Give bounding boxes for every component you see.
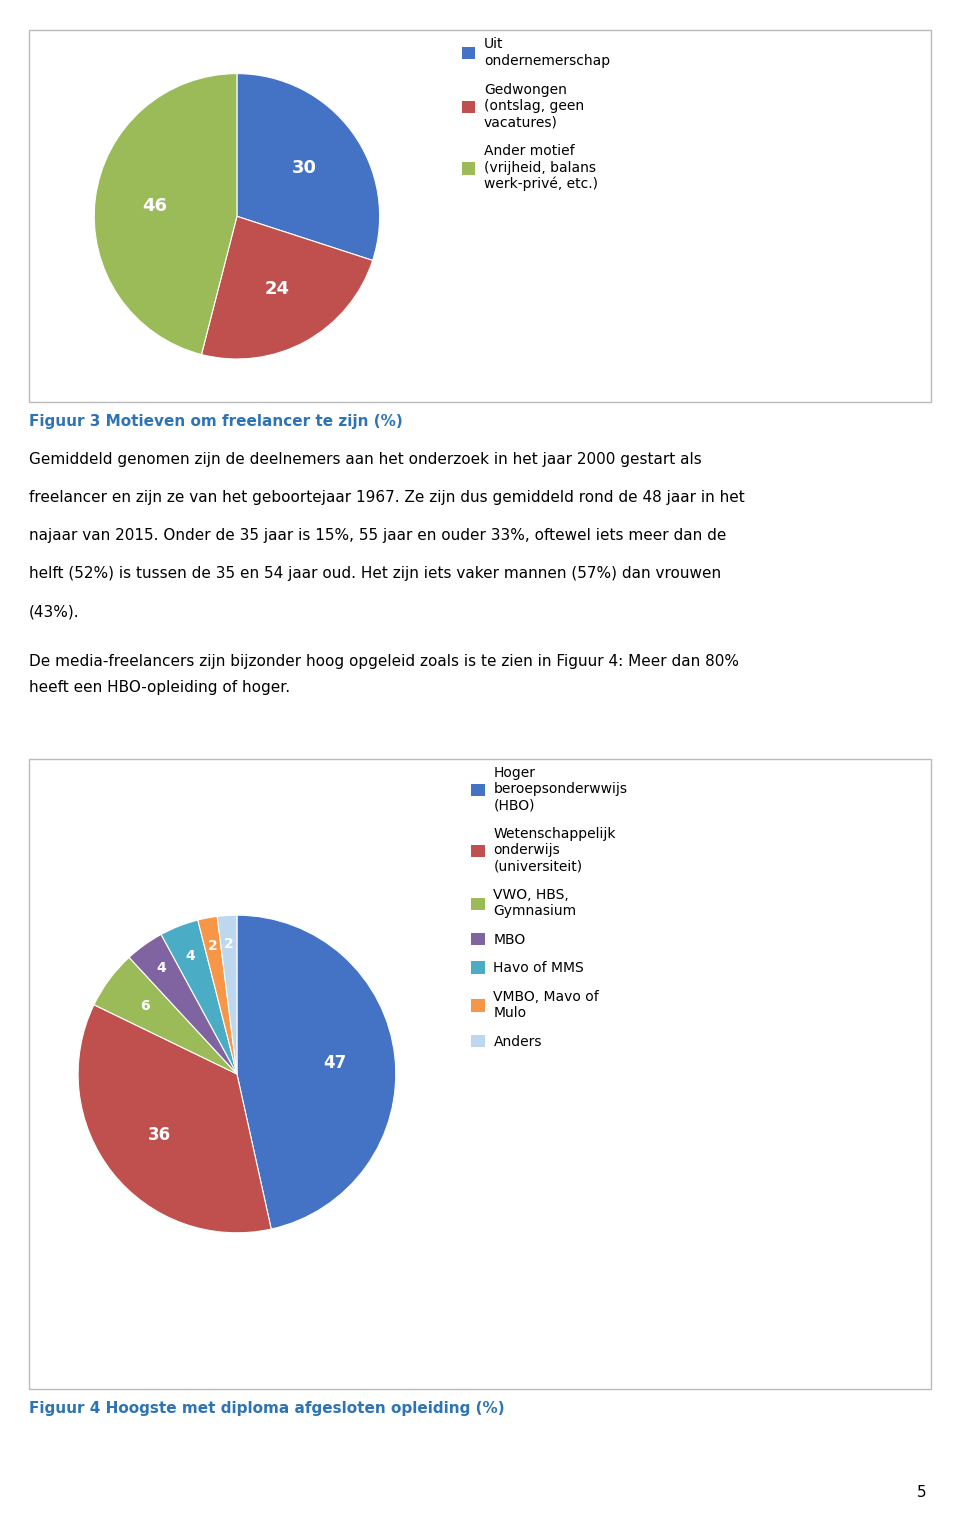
Text: 30: 30 <box>292 159 317 176</box>
Text: 46: 46 <box>142 197 167 216</box>
Text: 4: 4 <box>156 961 166 975</box>
Text: 36: 36 <box>148 1126 171 1145</box>
Text: 5: 5 <box>917 1485 926 1500</box>
Wedge shape <box>78 1005 272 1233</box>
Wedge shape <box>237 915 396 1230</box>
Wedge shape <box>94 958 237 1075</box>
Wedge shape <box>198 917 237 1075</box>
Wedge shape <box>94 73 237 355</box>
Wedge shape <box>217 915 237 1075</box>
Text: 6: 6 <box>140 999 150 1013</box>
Text: 47: 47 <box>324 1055 347 1072</box>
Text: 2: 2 <box>208 940 218 953</box>
Text: Figuur 4 Hoogste met diploma afgesloten opleiding (%): Figuur 4 Hoogste met diploma afgesloten … <box>29 1401 504 1416</box>
Wedge shape <box>161 920 237 1075</box>
Legend: Uit
ondernemerschap, Gedwongen
(ontslag, geen
vacatures), Ander motief
(vrijheid: Uit ondernemerschap, Gedwongen (ontslag,… <box>462 38 610 191</box>
Wedge shape <box>202 216 372 358</box>
Wedge shape <box>129 935 237 1075</box>
Text: De media-freelancers zijn bijzonder hoog opgeleid zoals is te zien in Figuur 4: : De media-freelancers zijn bijzonder hoog… <box>29 654 739 669</box>
Text: 4: 4 <box>185 949 196 962</box>
Text: freelancer en zijn ze van het geboortejaar 1967. Ze zijn dus gemiddeld rond de 4: freelancer en zijn ze van het geboorteja… <box>29 490 745 505</box>
Text: heeft een HBO-opleiding of hoger.: heeft een HBO-opleiding of hoger. <box>29 680 290 695</box>
Text: Figuur 3 Motieven om freelancer te zijn (%): Figuur 3 Motieven om freelancer te zijn … <box>29 414 402 430</box>
Legend: Hoger
beroepsonderwwijs
(HBO), Wetenschappelijk
onderwijs
(universiteit), VWO, H: Hoger beroepsonderwwijs (HBO), Wetenscha… <box>471 767 628 1049</box>
Text: 24: 24 <box>264 279 289 298</box>
Text: (43%).: (43%). <box>29 604 80 619</box>
Wedge shape <box>237 73 379 261</box>
Text: 2: 2 <box>224 937 233 950</box>
Text: helft (52%) is tussen de 35 en 54 jaar oud. Het zijn iets vaker mannen (57%) dan: helft (52%) is tussen de 35 en 54 jaar o… <box>29 566 721 581</box>
Text: najaar van 2015. Onder de 35 jaar is 15%, 55 jaar en ouder 33%, oftewel iets mee: najaar van 2015. Onder de 35 jaar is 15%… <box>29 528 726 543</box>
Text: Gemiddeld genomen zijn de deelnemers aan het onderzoek in het jaar 2000 gestart : Gemiddeld genomen zijn de deelnemers aan… <box>29 452 702 468</box>
